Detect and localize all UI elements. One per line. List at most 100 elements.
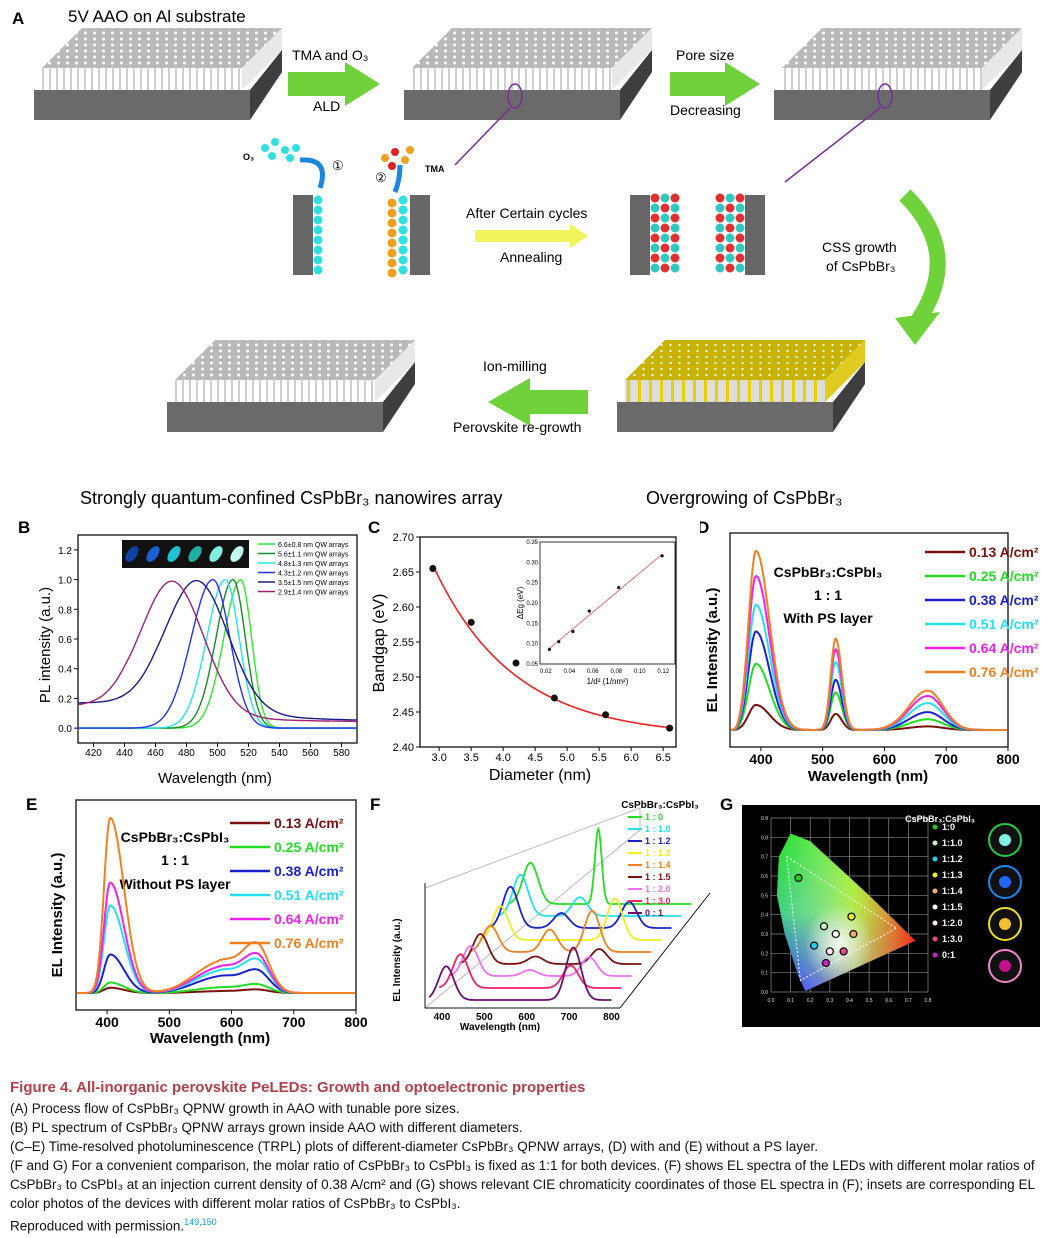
- x-tick-label: 6.0: [624, 752, 639, 764]
- alumina-atom: [725, 203, 735, 213]
- al-site: [387, 208, 397, 218]
- alumina-atom: [650, 233, 660, 243]
- alumina-atom: [725, 263, 735, 273]
- pore-highlight-circle-2: [877, 83, 893, 109]
- y-tick-label: 0.2: [761, 951, 768, 957]
- al-substrate-front: [774, 90, 990, 120]
- aao-pore-front: [412, 68, 612, 90]
- x-tick-label: 460: [147, 748, 164, 759]
- alumina-atom: [650, 193, 660, 203]
- pl-photo-glow: [125, 546, 139, 562]
- hydroxyl-site: [313, 195, 323, 205]
- css-growth-label-2: of CsPbBr₃: [826, 258, 896, 274]
- alumina-atom: [735, 213, 745, 223]
- legend-entry: 0.51 A/cm²: [274, 887, 344, 903]
- o3-molecule: [268, 152, 276, 160]
- inset-y-tick-label: 0.30: [526, 560, 538, 566]
- waterfall-series-line: [488, 885, 672, 929]
- waterfall-series-line: [498, 873, 682, 917]
- x-tick-label: 560: [302, 748, 319, 759]
- waterfall-series-line: [478, 897, 662, 941]
- inset-data-point: [547, 647, 551, 651]
- x-tick-label: 800: [603, 1012, 620, 1023]
- panel-label-f: F: [370, 795, 380, 814]
- cie-coordinate-point: [825, 947, 835, 956]
- caption-line-ce: (C–E) Time-resolved photoluminescence (T…: [10, 1139, 819, 1154]
- y-axis-label: PL intensity (a.u.): [37, 587, 54, 703]
- aao-top-face: [412, 28, 652, 68]
- x-tick-label: 0.1: [787, 998, 794, 1004]
- legend-title: CsPbBr₃:CsPbI₃: [905, 814, 975, 824]
- x-tick-label: 0.4: [846, 998, 853, 1004]
- inset-x-tick-label: 0.12: [657, 669, 669, 675]
- reference-link[interactable]: 149,150: [184, 1217, 217, 1227]
- legend-entry: 1 : 1.4: [645, 860, 671, 870]
- y-tick-label: 1.2: [58, 546, 72, 557]
- data-point: [429, 565, 437, 572]
- panel-label-c: C: [368, 518, 380, 537]
- panel-f-waterfall-chart: F Wavelength (nm) EL Intensity (a.u.) Cs…: [370, 795, 711, 1033]
- pl-series-line: [78, 578, 357, 729]
- tma-molecule: [401, 156, 409, 164]
- aao-pore-front: [42, 68, 242, 90]
- x-tick-label: 500: [476, 1012, 493, 1023]
- step1-arrow-icon: [299, 157, 325, 189]
- waterfall-series-line: [438, 953, 622, 989]
- y-axis-label: EL Intensity (a.u.): [392, 918, 403, 1001]
- legend-marker: [932, 952, 938, 958]
- alumina-atom: [670, 203, 680, 213]
- data-point: [666, 724, 674, 732]
- alumina-atom: [715, 243, 725, 253]
- y-tick-label: 2.70: [393, 532, 414, 544]
- annotation-composition: CsPbBr₃:CsPbI₃: [121, 829, 230, 845]
- y-tick-label: 0.2: [58, 694, 72, 705]
- al-substrate-side: [250, 50, 282, 120]
- x-tick-label: 400: [749, 751, 773, 767]
- panel-g-cie-chart: G 0.0 0.1 0.2 0.3 0.4 0.5 0.6 0.7 0.8 0.0 0.1 0.2 0.…: [720, 795, 1040, 1027]
- x-axis-label: Wavelength (nm): [158, 770, 272, 787]
- caption-line-fg: (F and G) For a convenient comparison, t…: [10, 1158, 1035, 1211]
- aao-top-face: [625, 340, 865, 380]
- x-tick-label: 400: [95, 1014, 119, 1030]
- x-tick-label: 0.7: [905, 998, 912, 1004]
- panel-a-schematic: A 5V AAO on Al substrate TMA and O₃ ALD …: [12, 7, 1022, 508]
- hydroxyl-site: [313, 235, 323, 245]
- x-tick-label: 600: [518, 1012, 535, 1023]
- x-tick-label: 800: [996, 751, 1020, 767]
- aao-pore-side: [612, 28, 652, 90]
- y-tick-label: 0.0: [58, 724, 72, 735]
- hydroxyl-site: [313, 255, 323, 265]
- inset-x-label: 1/d² (1/nm²): [587, 677, 629, 686]
- cie-coordinate-point: [847, 912, 856, 921]
- plot-frame: [75, 799, 357, 1011]
- y-tick-label: 0.6: [58, 635, 72, 646]
- alumina-atom: [735, 263, 745, 273]
- el-series-line: [731, 703, 1007, 731]
- x-tick-label: 3.5: [464, 752, 479, 764]
- legend-entry: 1:3.0: [942, 934, 963, 944]
- alumina-atom: [735, 233, 745, 243]
- y-tick-label: 0.8: [58, 605, 72, 616]
- legend-entry: 1 : 2.0: [645, 884, 671, 894]
- y-tick-label: 2.50: [393, 672, 414, 684]
- pl-photo-inset: [122, 540, 249, 568]
- panel-label-e: E: [26, 795, 37, 814]
- y-tick-label: 0.3: [761, 932, 768, 938]
- x-tick-label: 500: [158, 1014, 182, 1030]
- legend-entry: 4.8±1.3 nm QW arrays: [278, 561, 349, 568]
- legend-entry: 1:0: [942, 822, 955, 832]
- legend-entry: 1:1.5: [942, 902, 963, 912]
- al-substrate-front: [617, 402, 833, 432]
- ion-milling-label: Ion-milling: [483, 358, 547, 374]
- legend-entry: 0.38 A/cm²: [274, 863, 344, 879]
- tma-molecule: [406, 146, 414, 154]
- caption-permission: Reproduced with permission.149,150: [10, 1213, 1040, 1236]
- legend-entry: 5.6±1.1 nm QW arrays: [278, 552, 349, 559]
- pl-series-line: [77, 580, 357, 723]
- el-photo-glow: [999, 876, 1011, 888]
- o3-molecule: [292, 144, 300, 152]
- back-wall: [424, 807, 641, 1010]
- legend-marker: [932, 824, 938, 830]
- alumina-atom: [650, 263, 660, 273]
